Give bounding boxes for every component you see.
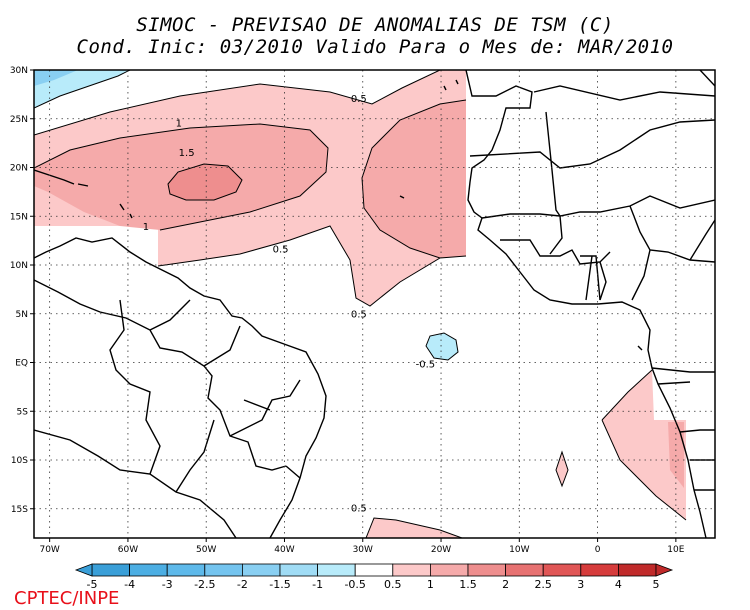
lat-tick-label: 20N (10, 164, 28, 174)
africa-borders (469, 70, 715, 491)
colorbar-label: 1 (427, 578, 434, 591)
cptec-inpe-credit: CPTEC/INPE (14, 588, 120, 609)
colorbar-label: -0.5 (344, 578, 365, 591)
colorbar-label: 2 (502, 578, 509, 591)
lon-tick-label: 0 (595, 545, 601, 555)
contour-label: -0.5 (416, 359, 436, 370)
contour-line-south (365, 517, 463, 538)
colorbar-label: -4 (124, 578, 135, 591)
lon-tick-label: 10W (509, 545, 529, 555)
contour-line-southeast (601, 369, 687, 521)
colorbar-label: -5 (87, 578, 98, 591)
contour-line-south-africa (555, 450, 569, 488)
colorbar: -5 -4 -3 -2.5 -2 -1.5 -1 -0.5 0.5 1 1.5 2 2.5 3 4 5 (74, 563, 674, 591)
contour-line-neg-0-5-equator (425, 332, 459, 361)
africa-coastline (465, 70, 707, 538)
colorbar-label: -1.5 (269, 578, 290, 591)
map-subtitle: Cond. Inic: 03/2010 Valido Para o Mes de… (76, 36, 674, 58)
colorbar-label: 0.5 (384, 578, 402, 591)
lon-tick-label: 70W (39, 545, 59, 555)
lon-tick-label: 20W (431, 545, 451, 555)
negative-anomaly-region-nw (34, 70, 130, 108)
caribbean-islands (34, 169, 133, 219)
lon-tick-label: 10E (667, 545, 684, 555)
canary-islands (443, 79, 459, 91)
lon-tick-label: 40W (274, 545, 294, 555)
colorbar-swatch (166, 563, 206, 577)
longitude-ticks: 70W 60W 50W 40W 30W 20W 10W 0 10E (39, 538, 685, 555)
colorbar-swatch (279, 563, 318, 577)
map-plot-area (34, 70, 715, 538)
colorbar-label: 1.5 (459, 578, 477, 591)
gridlines (34, 70, 715, 538)
contour-line-neg-0-5-nw (34, 70, 131, 109)
colorbar-label: -2.5 (194, 578, 215, 591)
contour-line-0-5-north (34, 70, 441, 136)
map-title: SIMOC - PREVISAO DE ANOMALIAS DE TSM (C) (136, 14, 614, 36)
lat-tick-label: 15S (11, 505, 28, 515)
anomaly-1-region-east (362, 100, 466, 258)
contour-label: 0.5 (351, 94, 367, 105)
colorbar-swatch (467, 563, 506, 577)
lat-tick-label: EQ (15, 359, 28, 369)
colorbar-label: 4 (615, 578, 622, 591)
colorbar-swatch (91, 563, 130, 577)
contour-label: 1 (176, 119, 182, 130)
lon-tick-label: 50W (196, 545, 216, 555)
lon-tick-label: 60W (118, 545, 138, 555)
colorbar-swatch (392, 563, 431, 577)
south-america-borders (34, 279, 301, 538)
contour-line-1-west (34, 123, 329, 231)
colorbar-label: 2.5 (534, 578, 552, 591)
contour-label: 1.5 (179, 148, 195, 159)
lon-tick-label: 30W (353, 545, 373, 555)
positive-anomaly-region-southeast (602, 370, 686, 520)
positive-anomaly-patch-south-africa (556, 452, 568, 486)
bioko-island (637, 345, 643, 351)
colorbar-label: -2 (237, 578, 248, 591)
colorbar-label: -3 (162, 578, 173, 591)
colorbar-swatch (618, 563, 657, 577)
colorbar-swatch (241, 563, 281, 577)
strong-negative-anomaly-region-nw (34, 70, 78, 86)
lat-tick-label: 15N (10, 212, 28, 222)
positive-anomaly-region-south (366, 518, 462, 538)
colorbar-swatch (505, 563, 544, 577)
contour-line-1-5 (167, 163, 243, 201)
colorbar-swatch (580, 563, 619, 577)
colorbar-label: 5 (653, 578, 660, 591)
contour-label: 0.5 (351, 504, 367, 515)
cape-verde-islands (399, 195, 405, 199)
south-america-coastline (34, 237, 327, 538)
contour-line-1-east (361, 99, 467, 259)
contour-label: 0.5 (273, 244, 289, 255)
colorbar-swatch (429, 563, 469, 577)
lat-tick-label: 30N (10, 66, 28, 76)
colorbar-swatch (354, 563, 394, 577)
colorbar-label: -1 (312, 578, 323, 591)
map-frame (33, 69, 716, 539)
colorbar-label: 3 (577, 578, 584, 591)
colorbar-swatch (129, 563, 168, 577)
contour-label: 0.5 (351, 310, 367, 321)
contour-labels: 0.5 1 1.5 1 0.5 0.5 -0.5 0.5 (143, 94, 436, 515)
lat-tick-label: 5S (17, 407, 29, 417)
ghana-togo-borders (580, 255, 601, 301)
colorbar-high-arrow (655, 563, 674, 577)
colorbar-low-arrow (74, 563, 93, 577)
colorbar-swatch (542, 563, 582, 577)
colorbar-swatch (317, 563, 356, 577)
contour-label: 1 (143, 222, 149, 233)
colorbar-swatch (204, 563, 243, 577)
lat-tick-label: 25N (10, 115, 28, 125)
latitude-ticks: 30N 25N 20N 15N 10N 5N EQ 5S 10S 15S (10, 66, 34, 515)
anomaly-1-5-core (168, 164, 242, 200)
contour-line-0-5-south (157, 225, 467, 307)
negative-anomaly-patch-equator (426, 333, 458, 360)
lat-tick-label: 5N (16, 310, 28, 320)
lat-tick-label: 10N (10, 261, 28, 271)
lat-tick-label: 10S (11, 456, 28, 466)
